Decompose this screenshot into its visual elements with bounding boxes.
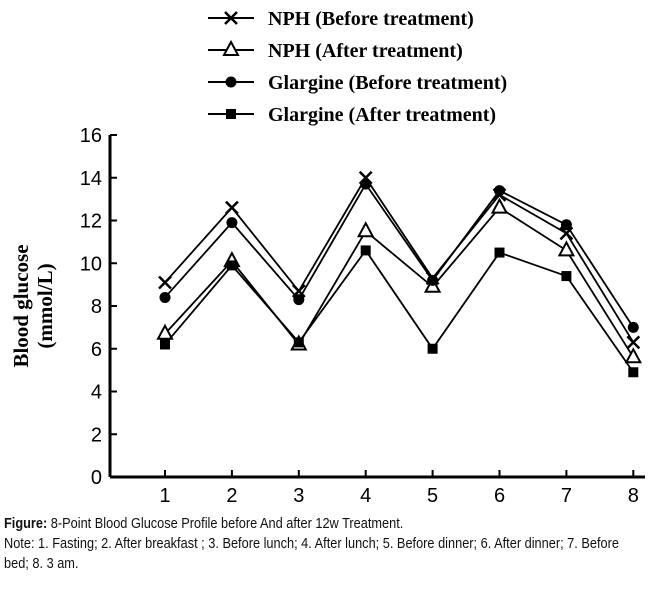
legend-marker-3 xyxy=(226,109,236,119)
series-line-1 xyxy=(164,206,635,358)
data-point-3 xyxy=(293,337,304,348)
caption-note: Note: 1. Fasting; 2. After breakfast ; 3… xyxy=(4,536,619,572)
series-line-3 xyxy=(164,248,635,373)
x-tick-label: 1 xyxy=(159,485,170,507)
legend-label-1: NPH (After treatment) xyxy=(268,40,463,62)
caption-label: Figure: xyxy=(4,516,48,532)
data-point-3 xyxy=(494,247,505,258)
x-tick-label: 4 xyxy=(360,485,371,507)
data-point-1 xyxy=(156,323,174,340)
x-tick-label: 8 xyxy=(628,485,639,507)
data-point-3 xyxy=(427,343,438,354)
data-point-0 xyxy=(158,275,172,290)
y-tick-label: 14 xyxy=(80,168,102,190)
y-tick-label: 16 xyxy=(80,125,102,147)
x-tick-label: 7 xyxy=(561,485,572,507)
y-axis-label-line: Blood glucose xyxy=(9,244,33,367)
legend-label-2: Glargine (Before treatment) xyxy=(268,72,507,94)
figure-caption: Figure: 8-Point Blood Glucose Profile be… xyxy=(4,514,642,574)
legend-marker-0 xyxy=(224,11,238,25)
data-point-1 xyxy=(357,221,375,238)
y-axis-label-line: (mmol/L) xyxy=(33,263,57,348)
x-tick-label: 3 xyxy=(293,485,304,507)
data-point-2 xyxy=(159,291,171,303)
x-tick-label: 6 xyxy=(494,485,505,507)
data-point-2 xyxy=(226,217,238,229)
data-point-0 xyxy=(225,200,239,215)
data-point-2 xyxy=(293,294,305,306)
legend-label-0: NPH (Before treatment) xyxy=(268,8,474,30)
data-point-2 xyxy=(627,321,639,333)
y-tick-label: 8 xyxy=(91,296,102,318)
series-line-0 xyxy=(164,176,635,343)
y-tick-label: 2 xyxy=(91,424,102,446)
y-axis-label: Blood glucose(mmol/L) xyxy=(9,244,57,367)
data-point-0 xyxy=(626,335,641,350)
data-point-3 xyxy=(360,245,371,256)
y-tick-label: 12 xyxy=(80,211,102,233)
data-point-3 xyxy=(226,260,237,271)
y-tick-label: 10 xyxy=(80,253,102,275)
data-point-1 xyxy=(557,240,576,257)
data-point-3 xyxy=(160,339,170,350)
x-tick-label: 5 xyxy=(427,485,438,507)
data-point-3 xyxy=(628,367,639,378)
data-point-1 xyxy=(624,347,642,364)
y-tick-label: 4 xyxy=(91,382,102,404)
legend-marker-2 xyxy=(225,76,237,88)
data-point-2 xyxy=(494,185,505,197)
x-tick-label: 2 xyxy=(226,485,237,507)
data-point-2 xyxy=(360,178,372,190)
data-point-1 xyxy=(490,197,509,214)
y-tick-label: 6 xyxy=(91,339,102,361)
data-point-2 xyxy=(427,274,439,286)
legend-marker-1 xyxy=(222,39,240,56)
caption-title: 8-Point Blood Glucose Profile before And… xyxy=(47,516,404,532)
data-point-2 xyxy=(560,219,572,231)
legend-label-3: Glargine (After treatment) xyxy=(268,104,496,126)
data-point-3 xyxy=(561,271,572,282)
series-line-2 xyxy=(164,182,635,328)
y-tick-label: 0 xyxy=(91,467,102,489)
